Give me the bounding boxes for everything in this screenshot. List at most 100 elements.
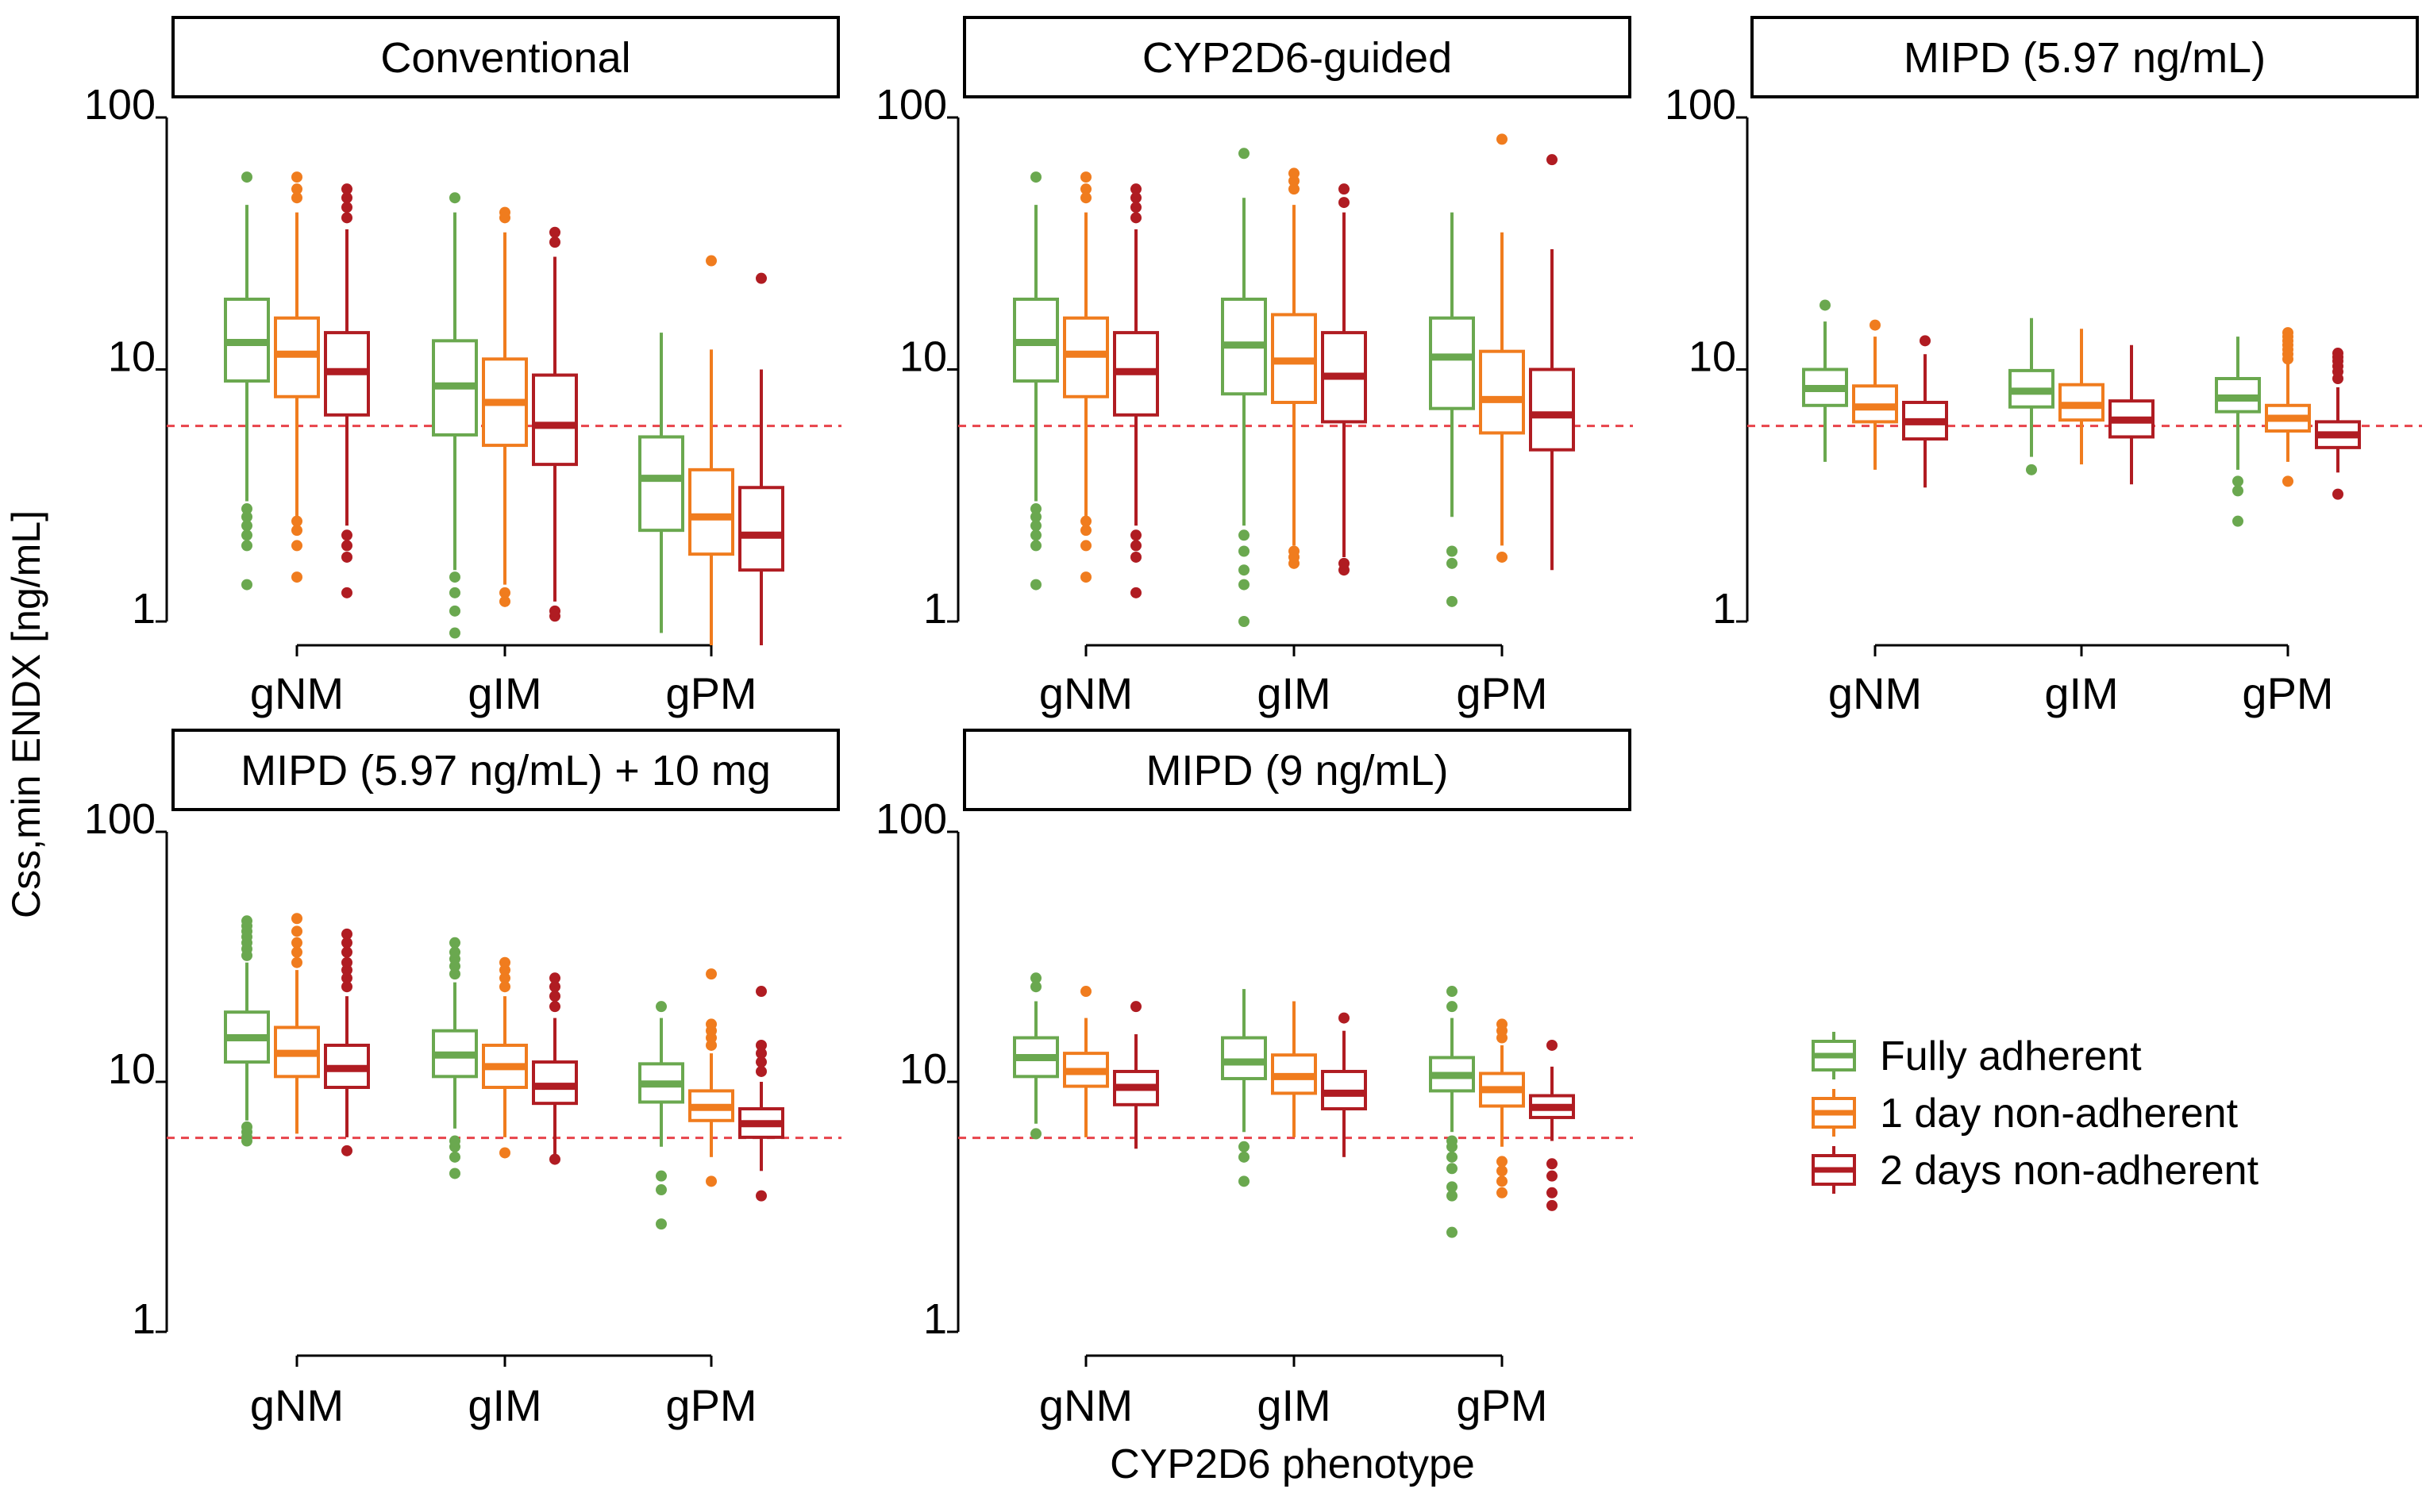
y-tick-label: 1	[132, 585, 156, 633]
outlier-point	[1546, 1158, 1558, 1170]
outlier-point	[2232, 475, 2243, 487]
panel-title: CYP2D6-guided	[1142, 34, 1452, 82]
outlier-point	[449, 968, 460, 980]
outlier-point	[449, 627, 460, 639]
outlier-point	[1546, 154, 1558, 166]
y-tick-label: 10	[108, 333, 156, 381]
box-gNM-series-0	[1013, 972, 1059, 1140]
outlier-point	[341, 981, 352, 993]
box-gNM-series-2	[1113, 183, 1159, 598]
outlier-point	[341, 551, 352, 563]
x-tick-label: gPM	[665, 668, 757, 718]
y-axis-title: Css,min ENDX [ng/mL]	[4, 510, 48, 918]
outlier-point	[1080, 192, 1092, 204]
outlier-point	[449, 937, 460, 948]
outlier-point	[291, 571, 302, 583]
outlier-point	[241, 171, 252, 183]
outlier-point	[449, 587, 460, 598]
outlier-point	[449, 946, 460, 958]
outlier-point	[1030, 981, 1042, 993]
outlier-point	[341, 183, 352, 195]
outlier-point	[241, 1121, 252, 1133]
outlier-point	[1130, 529, 1142, 541]
box-gIM-series-0	[1221, 148, 1267, 627]
outlier-point	[291, 937, 302, 948]
outlier-point	[1030, 579, 1042, 591]
box-gNM-series-0	[224, 915, 270, 1147]
outlier-point	[1446, 595, 1458, 607]
outlier-point	[1030, 972, 1042, 984]
outlier-point	[1030, 520, 1042, 532]
outlier-point	[706, 1018, 717, 1030]
outlier-point	[1130, 202, 1142, 214]
outlier-point	[1338, 557, 1350, 569]
outlier-point	[449, 1151, 460, 1163]
outlier-point	[1338, 197, 1350, 209]
legend-item-fully-adherent: Fully adherent	[1812, 1032, 2142, 1079]
outlier-point	[549, 237, 560, 248]
box-gPM-series-0	[2215, 337, 2261, 527]
outlier-point	[1446, 1226, 1458, 1238]
outlier-point	[499, 1147, 510, 1159]
outlier-point	[1446, 1001, 1458, 1013]
legend-item-1-day-non-adherent: 1 day non-adherent	[1812, 1089, 2239, 1137]
outlier-point	[549, 991, 560, 1002]
y-tick-label: 1	[923, 1295, 947, 1343]
outlier-point	[1030, 503, 1042, 515]
legend-box-icon	[1812, 1146, 1856, 1194]
y-tick-label: 1	[1712, 585, 1736, 633]
outlier-point	[1238, 545, 1250, 557]
outlier-point	[1030, 171, 1042, 183]
x-axis-title: CYP2D6 phenotype	[1110, 1441, 1475, 1487]
outlier-point	[2282, 475, 2293, 487]
outlier-point	[1288, 183, 1300, 195]
outlier-point	[449, 1168, 460, 1179]
x-tick-label: gPM	[665, 1380, 757, 1430]
outlier-point	[1446, 986, 1458, 998]
outlier-point	[291, 540, 302, 552]
box-gNM-series-2	[1113, 1001, 1159, 1149]
box-gNM-series-0	[1802, 299, 1848, 462]
outlier-point	[2026, 464, 2037, 475]
outlier-point	[291, 525, 302, 537]
outlier-point	[1446, 545, 1458, 557]
box-gNM-series-2	[1902, 335, 1948, 488]
y-tick-label: 100	[84, 795, 156, 843]
panel-title-box	[171, 16, 840, 98]
outlier-point	[1496, 133, 1508, 145]
panel-title-box	[963, 729, 1631, 811]
outlier-point	[756, 272, 767, 284]
box-gNM-series-1	[274, 171, 320, 583]
box-gNM-series-2	[324, 183, 370, 598]
box-gPM-series-1	[1479, 133, 1525, 563]
legend-label: 2 days non-adherent	[1880, 1148, 2259, 1194]
box-body	[1221, 1036, 1267, 1080]
outlier-point	[2282, 327, 2293, 339]
outlier-point	[499, 972, 510, 984]
outlier-point	[706, 968, 717, 980]
outlier-point	[291, 183, 302, 195]
y-tick-label: 100	[876, 81, 947, 129]
y-tick-label: 10	[899, 333, 947, 381]
outlier-point	[1288, 167, 1300, 179]
panel-mipd-5-97-plus-10mg: MIPD (5.97 ng/mL) + 10 mg 1 10 100 gNM gIM gPM	[84, 729, 841, 1430]
outlier-point	[1446, 1190, 1458, 1202]
x-tick-label: gNM	[1828, 668, 1922, 718]
box-gPM-series-2	[1529, 1039, 1575, 1211]
y-tick-label: 100	[1665, 81, 1736, 129]
y-tick-label: 1	[132, 1295, 156, 1343]
outlier-point	[1030, 540, 1042, 552]
outlier-point	[341, 946, 352, 958]
outlier-point	[341, 540, 352, 552]
outlier-point	[1130, 1001, 1142, 1013]
outlier-point	[341, 587, 352, 598]
box-body	[532, 373, 578, 467]
x-tick-label: gPM	[1456, 668, 1547, 718]
outlier-point	[1080, 515, 1092, 527]
box-body	[738, 486, 784, 572]
outlier-point	[1238, 148, 1250, 160]
box-gIM-series-0	[432, 937, 478, 1179]
outlier-point	[241, 511, 252, 523]
panel-mipd-9: MIPD (9 ng/mL) 1 10 100 gNM gIM gPM	[876, 729, 1633, 1430]
